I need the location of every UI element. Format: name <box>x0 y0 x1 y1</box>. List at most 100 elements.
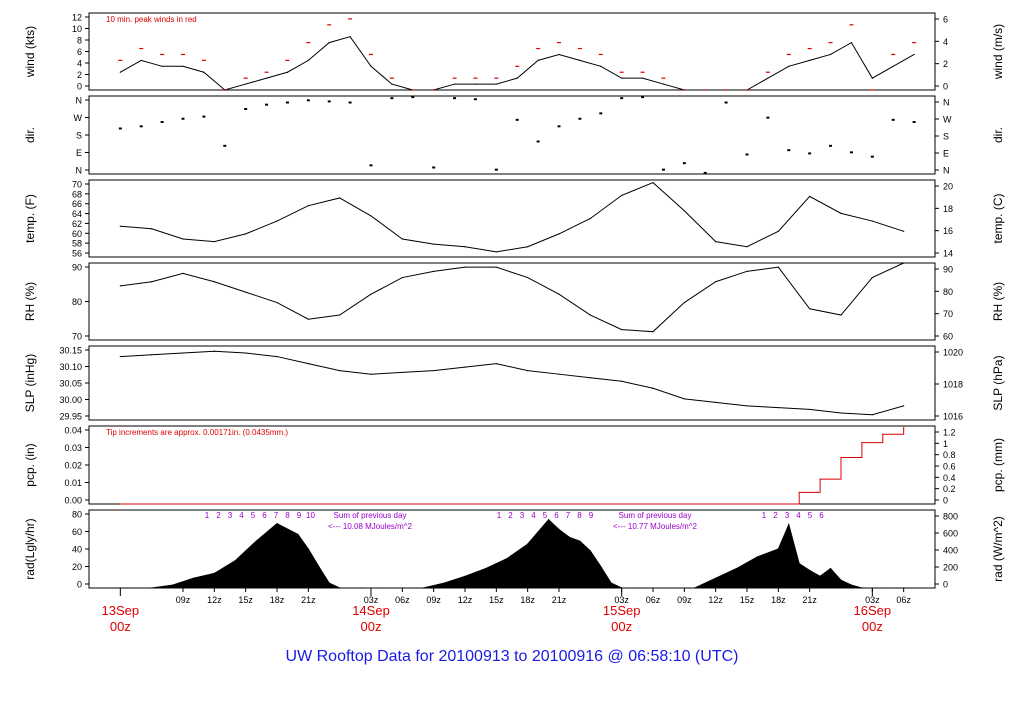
data-point-rad <box>255 540 257 542</box>
data-point-rad <box>809 569 811 572</box>
data-point-temp <box>182 238 184 240</box>
ytick-label-left-dir: W <box>74 113 83 123</box>
data-point-dir <box>724 101 728 104</box>
data-point-rad <box>589 550 591 552</box>
xtick-label: 21z <box>552 595 567 605</box>
rad-hour-marker: 5 <box>543 511 548 520</box>
ytick-label-left-rad: 20 <box>72 562 82 572</box>
data-point-wind <box>328 42 330 44</box>
data-point-slp <box>589 377 591 379</box>
data-point-rh <box>589 314 591 316</box>
data-point-wind <box>140 59 142 61</box>
data-point-wind <box>224 89 226 91</box>
rad-hour-marker: 7 <box>566 511 571 520</box>
data-point-slp <box>652 387 654 389</box>
data-point-temp <box>683 210 685 212</box>
series-line-rh <box>120 262 904 333</box>
rad-hour-marker: 2 <box>216 511 221 520</box>
rad-sum-value: <--- 10.77 MJoules/m^2 <box>613 522 698 531</box>
data-point-dir <box>682 162 686 165</box>
date-label-day: 13Sep <box>102 603 140 618</box>
data-point-dir <box>327 100 331 103</box>
ytick-label-left-rh: 90 <box>72 263 82 273</box>
ytick-label-left-wind: 6 <box>77 47 82 57</box>
data-point-wind <box>892 65 894 67</box>
data-point-rh <box>903 262 905 264</box>
data-point-dir <box>641 96 645 99</box>
data-point-wind <box>370 65 372 67</box>
data-point-dir <box>411 96 415 99</box>
data-point-rad <box>234 560 236 562</box>
rad-hour-marker: 3 <box>520 511 525 520</box>
data-point-rad <box>715 577 717 579</box>
data-point-wind <box>558 53 560 56</box>
ytick-label-left-wind: 8 <box>77 36 82 46</box>
ytick-label-left-temp: 64 <box>72 209 82 219</box>
data-point-rh <box>213 281 215 283</box>
data-point-temp <box>495 251 497 253</box>
data-point-wind <box>621 77 623 79</box>
ytick-label-left-dir: N <box>76 96 83 106</box>
data-point-wind <box>600 65 602 67</box>
data-point-dir <box>829 144 833 147</box>
data-point-temp <box>339 197 341 199</box>
ylabel-left-pcp: pcp. (in) <box>23 443 37 486</box>
ytick-label-left-dir: S <box>76 131 82 141</box>
data-point-dir <box>223 144 227 147</box>
rad-hour-marker: 1 <box>497 511 502 520</box>
ytick-label-left-pcp: 0.04 <box>64 426 82 436</box>
data-point-rh <box>621 328 623 331</box>
data-point-temp <box>652 181 654 184</box>
figure-title: UW Rooftop Data for 20100913 to 20100916… <box>285 648 739 665</box>
data-point-rad <box>192 577 195 579</box>
ytick-label-right-pcp: 1 <box>943 439 948 449</box>
data-point-dir <box>808 152 812 155</box>
ytick-label-right-slp: 1018 <box>943 380 963 390</box>
data-point-dir <box>285 101 289 104</box>
ytick-label-left-slp: 30.00 <box>59 395 82 405</box>
data-point-temp <box>245 233 247 235</box>
series-line-pcp <box>120 427 905 505</box>
ylabel-left-dir: dir. <box>23 127 37 143</box>
ylabel-right-rad: rad (W/m^2) <box>991 516 1005 582</box>
data-point-slp <box>119 355 121 358</box>
data-point-rad <box>171 584 174 586</box>
rad-hour-marker: 7 <box>274 511 279 520</box>
rad-hour-marker: 10 <box>306 511 315 520</box>
xtick-label: 21z <box>802 595 817 605</box>
data-point-dir <box>787 149 791 152</box>
ylabel-right-wind: wind (m/s) <box>991 24 1005 80</box>
data-point-rad <box>568 536 571 538</box>
ytick-label-left-rad: 40 <box>72 545 82 555</box>
ytick-label-left-pcp: 0.01 <box>64 478 82 488</box>
data-point-slp <box>809 408 811 411</box>
ytick-label-left-pcp: 0.02 <box>64 461 82 471</box>
rad-hour-marker: 8 <box>285 511 290 520</box>
data-point-slp <box>433 370 435 372</box>
data-point-temp <box>621 194 623 196</box>
data-point-rad <box>600 565 602 568</box>
date-label-hour: 00z <box>361 619 382 634</box>
series-line-slp <box>120 350 904 416</box>
data-point-rad <box>840 579 842 581</box>
data-point-rad <box>485 567 487 570</box>
data-point-pcp <box>882 433 884 435</box>
ylabel-right-temp: temp. (C) <box>991 193 1005 243</box>
data-point-slp <box>213 350 215 352</box>
data-point-slp <box>370 373 372 375</box>
ytick-label-left-dir: E <box>76 148 82 158</box>
data-point-dir <box>661 168 665 171</box>
xtick-label: 12z <box>708 595 723 605</box>
ytick-label-left-pcp: 0.00 <box>64 496 82 506</box>
ytick-label-right-wind: 6 <box>943 15 948 25</box>
data-point-slp <box>558 373 560 375</box>
data-point-rh <box>527 276 529 279</box>
data-point-dir <box>870 155 874 158</box>
series-line-wind <box>120 36 915 91</box>
data-point-rad <box>328 582 330 584</box>
ytick-label-right-rad: 400 <box>943 546 958 556</box>
data-point-rad <box>307 548 309 550</box>
ylabel-left-rh: RH (%) <box>23 282 37 321</box>
data-point-wind <box>913 53 915 56</box>
